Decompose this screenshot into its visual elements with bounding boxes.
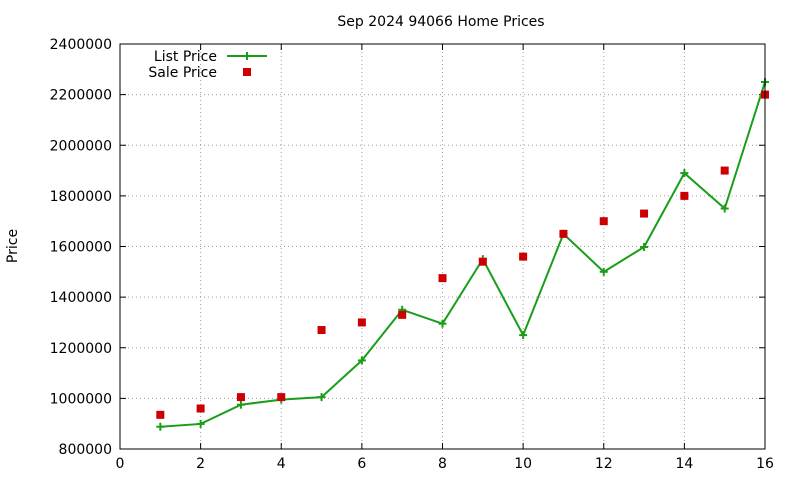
sale-price-point [680,191,689,200]
x-tick-label: 12 [595,456,613,472]
sale-price-point [599,217,608,226]
sale-price-point [478,257,487,266]
list-price-point [196,419,205,428]
y-axis-label: Price [5,229,21,263]
y-tick-label: 800000 [59,442,112,458]
legend-square-key [243,68,251,76]
x-tick-label: 10 [514,456,532,472]
x-tick-label: 2 [196,456,205,472]
list-price-point [357,356,366,365]
x-tick-label: 14 [675,456,693,472]
x-tick-label: 0 [116,456,125,472]
axes: 800000 1000000 1200000 1400000 1600000 180000… [50,37,774,472]
legend-label: List Price [154,49,217,65]
chart-title: Sep 2024 94066 Home Prices [337,14,544,30]
sale-price-point [357,318,366,327]
y-tick-label: 2000000 [50,138,112,154]
x-tick-label: 6 [357,456,366,472]
y-tick-label: 1200000 [50,341,112,357]
sale-price-point [519,252,528,261]
sale-price-point [156,410,165,419]
legend-cross-key [243,52,251,60]
sale-price-point [196,404,205,413]
sale-price-point [559,229,568,238]
y-tick-label: 2400000 [50,37,112,53]
y-tick-label: 2200000 [50,88,112,104]
list-price-point [599,267,608,276]
y-tick-label: 1000000 [50,391,112,407]
grid-lines [120,44,765,449]
x-tick-label: 16 [756,456,774,472]
y-tick-label: 1400000 [50,290,112,306]
sale-price-point [720,166,729,175]
list-price-point [438,319,447,328]
legend-label: Sale Price [148,65,217,81]
x-tick-label: 8 [438,456,447,472]
list-price-point [236,400,245,409]
list-price-line [160,81,766,428]
sale-price-point [236,393,245,402]
list-price-point [680,169,689,178]
sale-price-point [277,393,286,402]
plot-frame [119,43,766,450]
sale-price-point [438,274,447,283]
sale-price-point [317,326,326,335]
list-price-point [640,243,649,252]
sale-price-point [640,209,649,218]
list-price-point [720,204,729,213]
list-price-point [156,422,165,431]
x-tick-label: 4 [277,456,286,472]
list-price-point [519,331,528,340]
y-tick-label: 1600000 [50,240,112,256]
list-price-point [317,393,326,402]
y-tick-label: 1800000 [50,189,112,205]
sale-price-point [398,310,407,319]
series-layer [156,77,769,431]
